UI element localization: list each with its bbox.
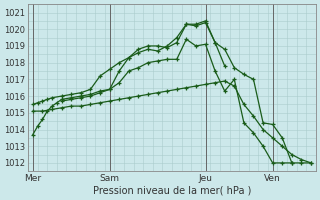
- X-axis label: Pression niveau de la mer( hPa ): Pression niveau de la mer( hPa ): [93, 186, 251, 196]
